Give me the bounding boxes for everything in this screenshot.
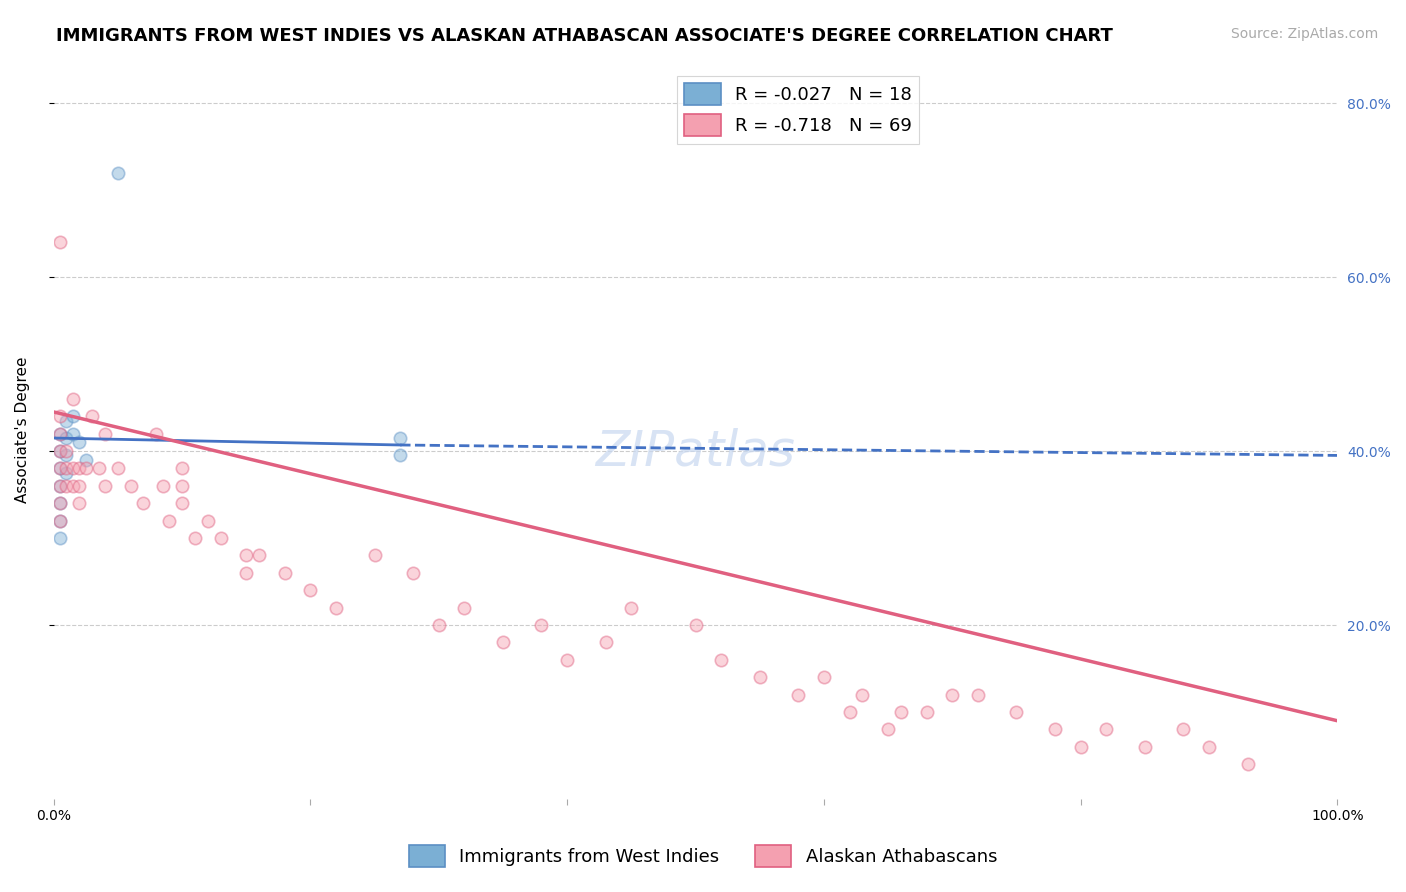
Point <box>595 635 617 649</box>
Point <box>67 479 90 493</box>
Point <box>197 514 219 528</box>
Text: IMMIGRANTS FROM WEST INDIES VS ALASKAN ATHABASCAN ASSOCIATE'S DEGREE CORRELATION: IMMIGRANTS FROM WEST INDIES VS ALASKAN A… <box>56 27 1114 45</box>
Point <box>49 479 72 493</box>
Point <box>82 409 104 424</box>
Point <box>838 705 860 719</box>
Point <box>851 688 873 702</box>
Point <box>55 466 77 480</box>
Point <box>87 461 110 475</box>
Point <box>49 461 72 475</box>
Point <box>67 435 90 450</box>
Point <box>49 514 72 528</box>
Point <box>152 479 174 493</box>
Point <box>427 618 450 632</box>
Point <box>62 409 84 424</box>
Point <box>1095 723 1118 737</box>
Point <box>1133 739 1156 754</box>
Point <box>120 479 142 493</box>
Point <box>49 235 72 250</box>
Text: ZIPatlas: ZIPatlas <box>596 427 796 475</box>
Y-axis label: Associate's Degree: Associate's Degree <box>15 356 30 502</box>
Point <box>363 549 385 563</box>
Point <box>55 449 77 463</box>
Point <box>530 618 553 632</box>
Point <box>1236 757 1258 772</box>
Point <box>941 688 963 702</box>
Point <box>170 461 193 475</box>
Point <box>1070 739 1092 754</box>
Point <box>55 444 77 458</box>
Point <box>62 392 84 406</box>
Point <box>157 514 180 528</box>
Point <box>49 444 72 458</box>
Point <box>62 461 84 475</box>
Point <box>235 549 257 563</box>
Point <box>49 479 72 493</box>
Point <box>49 461 72 475</box>
Point <box>813 670 835 684</box>
Point <box>685 618 707 632</box>
Point <box>325 600 347 615</box>
Point <box>890 705 912 719</box>
Point <box>49 496 72 510</box>
Text: Source: ZipAtlas.com: Source: ZipAtlas.com <box>1230 27 1378 41</box>
Point <box>209 531 232 545</box>
Point <box>107 166 129 180</box>
Point <box>1005 705 1028 719</box>
Point <box>75 452 97 467</box>
Point <box>389 449 412 463</box>
Point <box>145 426 167 441</box>
Point <box>389 431 412 445</box>
Point <box>402 566 425 580</box>
Point <box>49 444 72 458</box>
Point <box>273 566 295 580</box>
Point <box>1043 723 1066 737</box>
Point <box>49 514 72 528</box>
Point <box>170 496 193 510</box>
Point <box>247 549 270 563</box>
Point <box>492 635 515 649</box>
Point <box>94 479 117 493</box>
Point <box>1173 723 1195 737</box>
Point <box>67 496 90 510</box>
Point <box>453 600 475 615</box>
Point <box>915 705 938 719</box>
Point <box>710 653 733 667</box>
Point <box>55 414 77 428</box>
Legend: R = -0.027   N = 18, R = -0.718   N = 69: R = -0.027 N = 18, R = -0.718 N = 69 <box>678 76 920 144</box>
Point <box>787 688 810 702</box>
Point <box>75 461 97 475</box>
Point <box>49 426 72 441</box>
Point <box>170 479 193 493</box>
Point <box>748 670 770 684</box>
Point <box>49 426 72 441</box>
Point <box>94 426 117 441</box>
Point <box>62 426 84 441</box>
Point <box>67 461 90 475</box>
Point <box>49 409 72 424</box>
Point <box>132 496 155 510</box>
Point <box>49 531 72 545</box>
Point <box>55 461 77 475</box>
Point <box>555 653 578 667</box>
Point <box>62 479 84 493</box>
Legend: Immigrants from West Indies, Alaskan Athabascans: Immigrants from West Indies, Alaskan Ath… <box>401 838 1005 874</box>
Point <box>49 496 72 510</box>
Point <box>184 531 207 545</box>
Point <box>1198 739 1220 754</box>
Point <box>299 583 322 598</box>
Point <box>877 723 900 737</box>
Point <box>55 431 77 445</box>
Point <box>235 566 257 580</box>
Point <box>107 461 129 475</box>
Point <box>55 479 77 493</box>
Point <box>620 600 643 615</box>
Point <box>967 688 990 702</box>
